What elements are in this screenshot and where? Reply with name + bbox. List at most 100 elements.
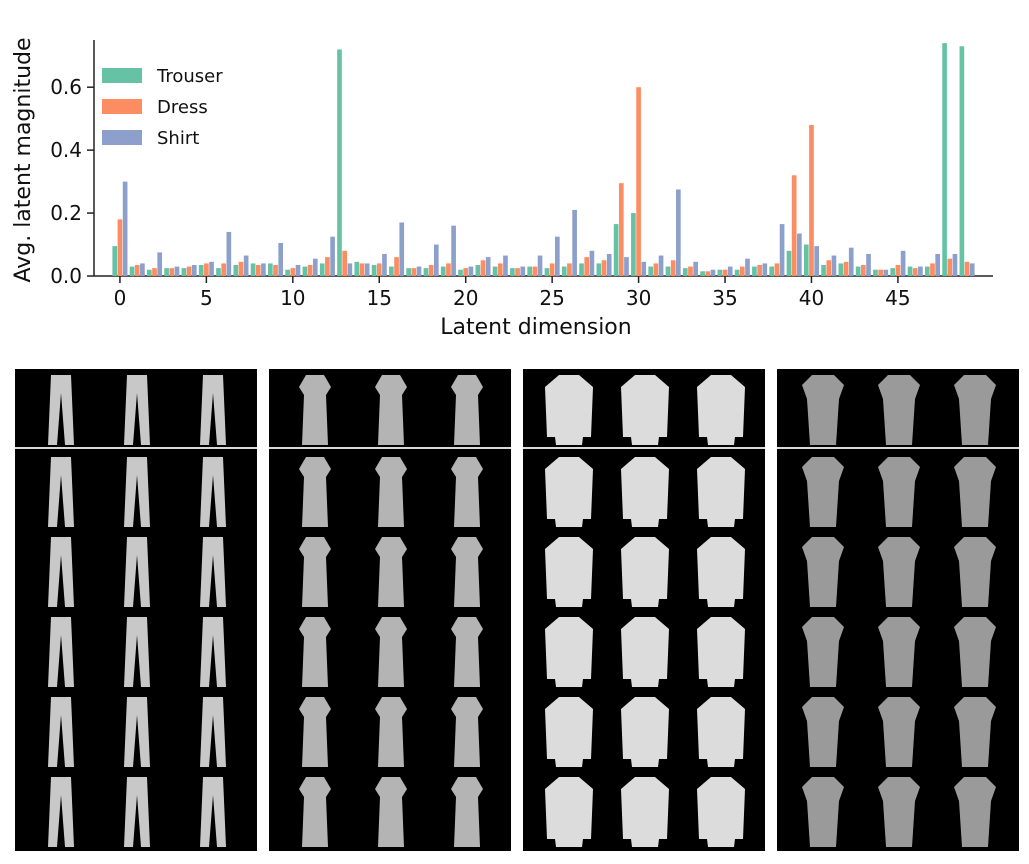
bar-shirt-17: [416, 266, 422, 276]
trouser-silhouette: [124, 617, 150, 687]
bar-dress-33: [688, 266, 693, 276]
bar-shirt-19: [451, 225, 456, 276]
shirt-light-image: [545, 457, 593, 527]
trouser-image: [124, 777, 150, 847]
image-row: [269, 613, 511, 687]
dress-silhouette: [375, 617, 407, 687]
bar-dress-6: [221, 263, 226, 276]
shirt-dark-silhouette: [878, 697, 920, 767]
bar-trouser-32: [665, 266, 671, 276]
panel-divider: [523, 447, 765, 449]
image-row: [777, 533, 1019, 607]
bar-dress-29: [618, 183, 624, 276]
bar-dress-9: [273, 264, 278, 276]
trouser-image: [200, 777, 226, 847]
dress-image: [451, 457, 483, 527]
dress-silhouette: [451, 617, 483, 687]
trouser-silhouette: [124, 537, 150, 607]
dress-image: [299, 457, 331, 527]
legend-swatch-shirt: [102, 130, 142, 145]
image-row: [15, 371, 257, 445]
bar-shirt-26: [572, 209, 577, 276]
bar-shirt-25: [554, 236, 560, 276]
bar-dress-41: [826, 260, 832, 276]
shirt-light-silhouette: [545, 375, 593, 445]
bar-trouser-33: [682, 268, 688, 276]
bar-trouser-2: [146, 269, 152, 276]
dress-image: [375, 777, 407, 847]
shirt-dark-image: [954, 777, 996, 847]
bar-shirt-38: [779, 224, 785, 276]
bar-dress-45: [895, 264, 901, 276]
bar-dress-36: [739, 266, 745, 276]
shirt-light-silhouette: [697, 697, 745, 767]
image-row: [15, 693, 257, 767]
panel-dress: [269, 369, 511, 851]
bar-dress-39: [791, 175, 797, 276]
legend-label-dress: Dress: [157, 97, 208, 118]
trouser-silhouette: [200, 617, 226, 687]
shirt-light-image: [621, 697, 669, 767]
bar-shirt-18: [433, 244, 439, 276]
legend-swatch-dress: [102, 99, 142, 114]
trouser-image: [48, 617, 74, 687]
shirt-dark-silhouette: [878, 375, 920, 445]
bar-dress-11: [307, 264, 313, 276]
image-row: [269, 533, 511, 607]
shirt-dark-image: [954, 375, 996, 445]
trouser-silhouette: [200, 697, 226, 767]
trouser-image: [200, 375, 226, 445]
dress-image: [299, 697, 331, 767]
dress-image: [375, 617, 407, 687]
dress-image: [451, 537, 483, 607]
trouser-image: [124, 375, 150, 445]
dress-silhouette: [299, 457, 331, 527]
bar-shirt-1: [140, 263, 145, 276]
bar-shirt-5: [209, 261, 214, 276]
trouser-image: [200, 617, 226, 687]
bar-trouser-3: [164, 268, 169, 276]
dress-image: [451, 375, 483, 445]
bar-shirt-43: [866, 253, 871, 276]
bar-dress-34: [705, 271, 711, 276]
shirt-dark-image: [878, 697, 920, 767]
bar-trouser-41: [821, 264, 826, 276]
shirt-dark-silhouette: [802, 617, 844, 687]
trouser-image: [200, 537, 226, 607]
bar-trouser-37: [752, 266, 757, 276]
shirt-light-silhouette: [621, 777, 669, 847]
bar-shirt-11: [312, 258, 318, 276]
bar-trouser-10: [285, 269, 290, 276]
shirt-light-image: [545, 537, 593, 607]
image-row: [777, 613, 1019, 687]
bar-shirt-2: [157, 252, 163, 276]
bar-dress-38: [774, 263, 780, 276]
bar-dress-0: [117, 219, 123, 276]
shirt-light-image: [697, 457, 745, 527]
trouser-silhouette: [48, 537, 74, 607]
trouser-silhouette: [124, 697, 150, 767]
dress-image: [451, 777, 483, 847]
dress-image: [451, 697, 483, 767]
bar-shirt-32: [676, 189, 681, 276]
x-tick-label: 35: [712, 286, 737, 310]
bar-dress-10: [290, 268, 296, 276]
shirt-dark-image: [954, 457, 996, 527]
dress-image: [299, 537, 331, 607]
shirt-dark-image: [954, 537, 996, 607]
bar-shirt-42: [848, 247, 854, 276]
shirt-dark-silhouette: [878, 457, 920, 527]
bar-trouser-15: [371, 264, 377, 276]
shirt-light-image: [621, 457, 669, 527]
bar-shirt-24: [537, 255, 543, 276]
dress-silhouette: [299, 375, 331, 445]
bar-dress-47: [930, 263, 935, 276]
bar-trouser-47: [924, 266, 930, 276]
bar-shirt-46: [918, 266, 923, 276]
dress-image: [299, 617, 331, 687]
bar-shirt-41: [831, 255, 837, 276]
shirt-light-silhouette: [621, 697, 669, 767]
x-tick-label: 30: [626, 286, 651, 310]
shirt-dark-image: [802, 457, 844, 527]
bar-shirt-9: [278, 242, 284, 276]
